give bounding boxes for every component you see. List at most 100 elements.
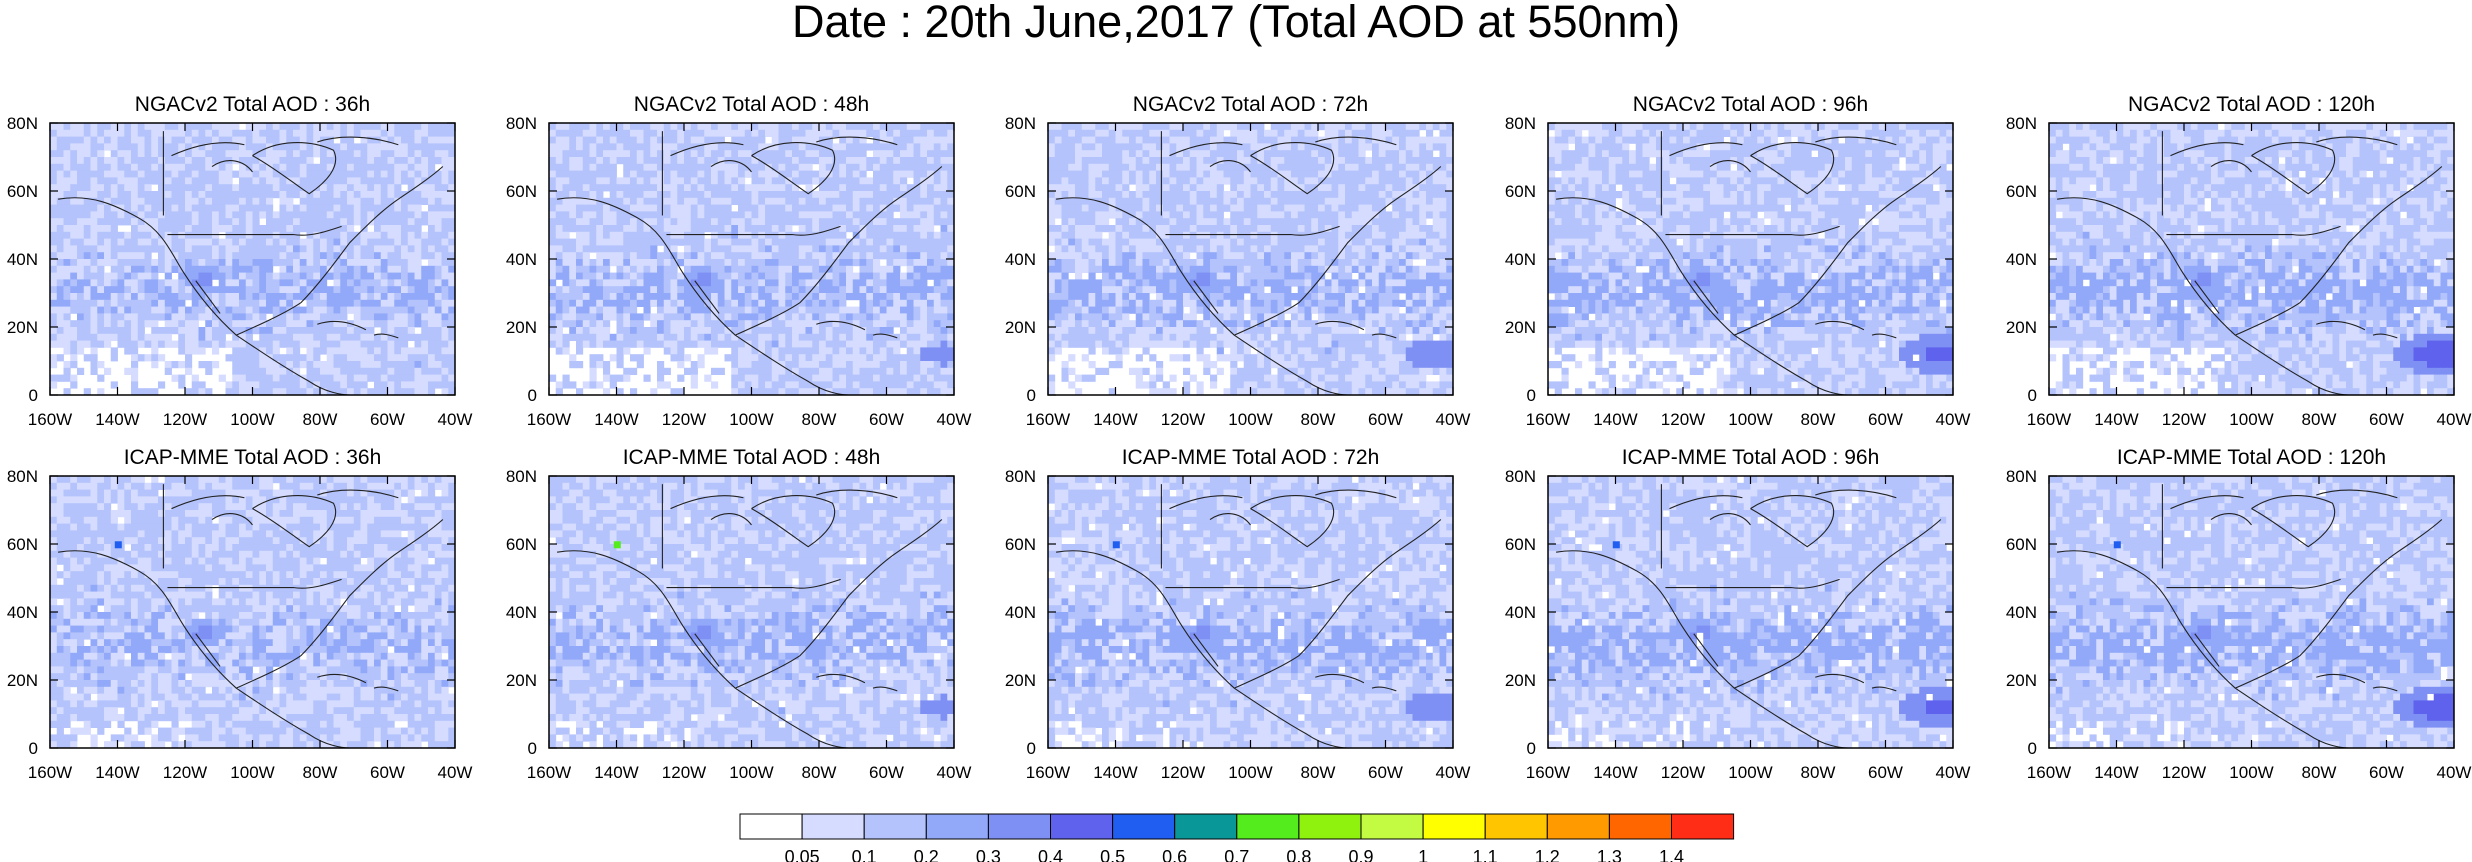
aod-cell bbox=[947, 354, 955, 362]
aod-cell bbox=[589, 272, 597, 280]
aod-cell bbox=[927, 157, 935, 165]
aod-cell bbox=[765, 211, 773, 219]
aod-cell bbox=[178, 136, 186, 144]
aod-cell bbox=[1284, 129, 1292, 137]
aod-cell bbox=[697, 313, 705, 321]
aod-cell bbox=[1129, 157, 1137, 165]
aod-cell bbox=[771, 333, 779, 341]
aod-cell bbox=[353, 170, 361, 178]
aod-cell bbox=[70, 129, 78, 137]
aod-cell bbox=[940, 347, 948, 355]
aod-cell bbox=[738, 306, 746, 314]
aod-cell bbox=[1237, 123, 1245, 131]
aod-cell bbox=[259, 225, 267, 233]
aod-cell bbox=[785, 367, 793, 375]
aod-cell bbox=[90, 286, 98, 294]
aod-cell bbox=[812, 150, 820, 158]
aod-cell bbox=[717, 327, 725, 335]
aod-cell bbox=[717, 150, 725, 158]
aod-cell bbox=[272, 170, 280, 178]
aod-cell bbox=[1243, 157, 1251, 165]
aod-cell bbox=[873, 259, 881, 267]
aod-cell bbox=[164, 340, 172, 348]
aod-cell bbox=[832, 252, 840, 260]
aod-cell bbox=[913, 333, 921, 341]
aod-cell bbox=[697, 184, 705, 192]
aod-cell bbox=[731, 279, 739, 287]
aod-cell bbox=[663, 150, 671, 158]
aod-cell bbox=[663, 327, 671, 335]
aod-cell bbox=[50, 340, 58, 348]
aod-cell bbox=[1311, 143, 1319, 151]
aod-cell bbox=[785, 259, 793, 267]
aod-cell bbox=[562, 374, 570, 382]
aod-cell bbox=[1338, 143, 1346, 151]
aod-cell bbox=[731, 163, 739, 171]
aod-cell bbox=[879, 225, 887, 233]
aod-cell bbox=[374, 279, 382, 287]
aod-cell bbox=[616, 279, 624, 287]
aod-cell bbox=[63, 293, 71, 301]
aod-cell bbox=[731, 123, 739, 131]
aod-cell bbox=[650, 157, 658, 165]
aod-cell bbox=[785, 170, 793, 178]
aod-cell bbox=[630, 136, 638, 144]
aod-cell bbox=[798, 286, 806, 294]
aod-cell bbox=[886, 123, 894, 131]
aod-cell bbox=[785, 279, 793, 287]
aod-cell bbox=[893, 279, 901, 287]
aod-cell bbox=[670, 204, 678, 212]
aod-cell bbox=[97, 231, 105, 239]
aod-cell bbox=[609, 231, 617, 239]
aod-cell bbox=[137, 320, 145, 328]
aod-cell bbox=[110, 299, 118, 307]
aod-cell bbox=[448, 286, 456, 294]
aod-cell bbox=[677, 340, 685, 348]
aod-cell bbox=[630, 313, 638, 321]
aod-cell bbox=[1358, 150, 1366, 158]
aod-cell bbox=[97, 136, 105, 144]
aod-cell bbox=[394, 313, 402, 321]
aod-cell bbox=[690, 340, 698, 348]
aod-cell bbox=[205, 238, 213, 246]
aod-cell bbox=[562, 150, 570, 158]
aod-cell bbox=[913, 279, 921, 287]
aod-cell bbox=[670, 388, 678, 396]
aod-cell bbox=[785, 340, 793, 348]
aod-cell bbox=[367, 123, 375, 131]
aod-cell bbox=[77, 367, 85, 375]
aod-cell bbox=[886, 177, 894, 185]
aod-cell bbox=[670, 170, 678, 178]
aod-cell bbox=[765, 123, 773, 131]
aod-cell bbox=[97, 374, 105, 382]
aod-cell bbox=[596, 313, 604, 321]
aod-cell bbox=[555, 327, 563, 335]
aod-cell bbox=[927, 340, 935, 348]
aod-cell bbox=[191, 123, 199, 131]
aod-cell bbox=[407, 361, 415, 369]
aod-cell bbox=[252, 163, 260, 171]
aod-cell bbox=[421, 150, 429, 158]
aod-cell bbox=[1419, 150, 1427, 158]
aod-cell bbox=[744, 320, 752, 328]
aod-cell bbox=[947, 272, 955, 280]
aod-cell bbox=[704, 252, 712, 260]
aod-cell bbox=[866, 157, 874, 165]
aod-cell bbox=[906, 150, 914, 158]
aod-cell bbox=[191, 184, 199, 192]
aod-cell bbox=[83, 340, 91, 348]
aod-cell bbox=[731, 191, 739, 199]
aod-cell bbox=[306, 347, 314, 355]
aod-cell bbox=[104, 299, 112, 307]
aod-cell bbox=[697, 143, 705, 151]
aod-cell bbox=[562, 163, 570, 171]
aod-cell bbox=[340, 204, 348, 212]
aod-cell bbox=[873, 218, 881, 226]
aod-cell bbox=[812, 340, 820, 348]
aod-cell bbox=[839, 231, 847, 239]
aod-cell bbox=[117, 123, 125, 131]
aod-cell bbox=[225, 245, 233, 253]
aod-cell bbox=[1338, 129, 1346, 137]
aod-cell bbox=[879, 123, 887, 131]
aod-cell bbox=[636, 218, 644, 226]
